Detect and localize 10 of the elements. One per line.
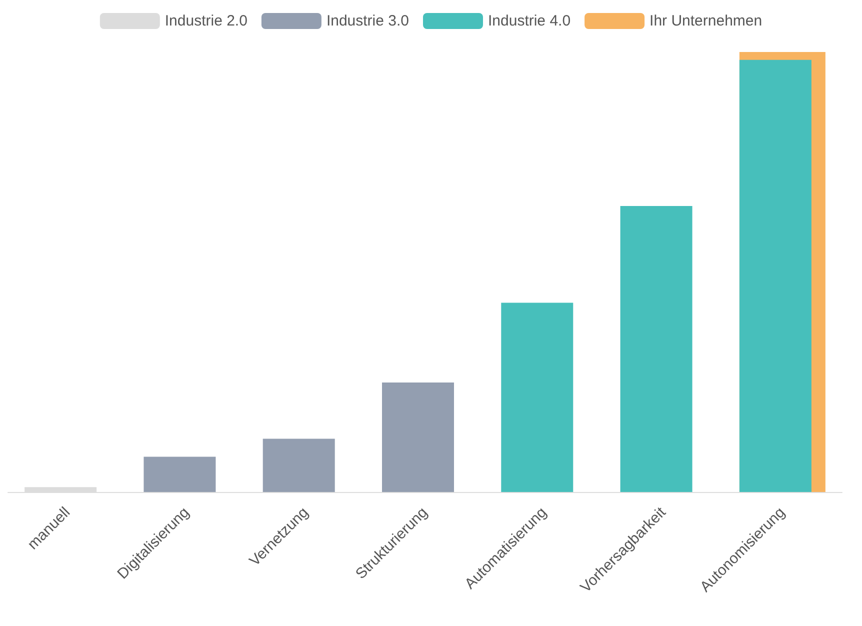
legend-label: Industrie 3.0: [326, 12, 410, 30]
bar: [382, 382, 454, 492]
bar: [144, 456, 216, 492]
legend-label: Industrie 4.0: [488, 12, 571, 30]
legend-label: Industrie 2.0: [164, 12, 248, 30]
bar: [739, 60, 812, 492]
bar: [501, 302, 574, 492]
legend-label: Ihr Unternehmen: [650, 12, 762, 30]
bar: [262, 438, 335, 492]
bar: [620, 206, 692, 492]
